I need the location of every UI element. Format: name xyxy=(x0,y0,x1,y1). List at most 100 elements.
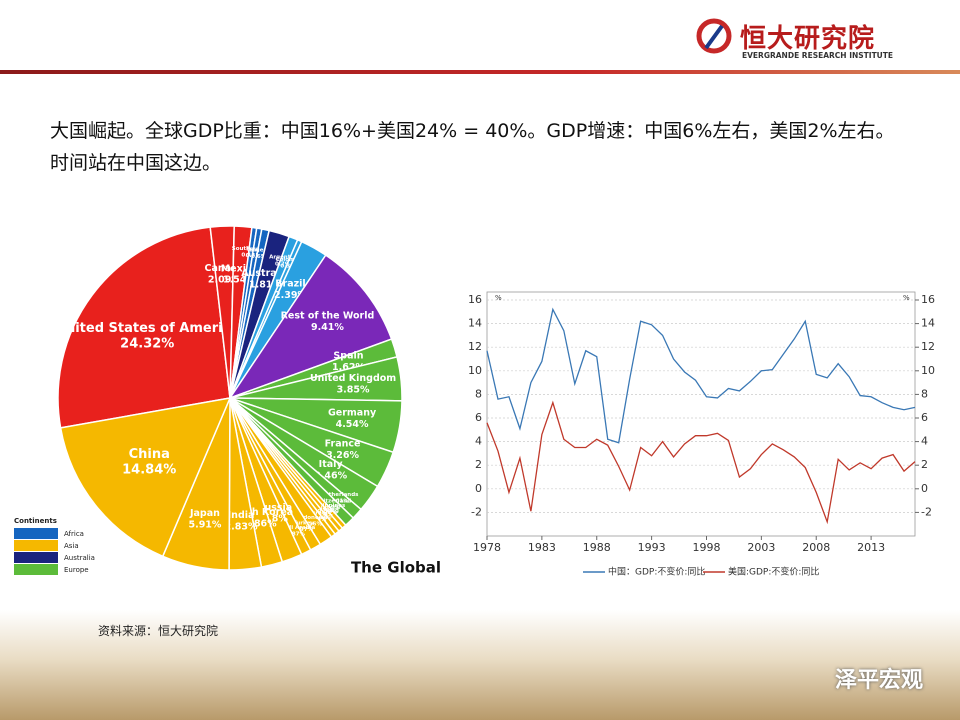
header-rule xyxy=(0,70,960,74)
cell-label: Philippines xyxy=(311,503,346,509)
cell xyxy=(59,397,232,558)
y-tick-label: 14 xyxy=(468,317,482,330)
cell-value-label: 0.79% xyxy=(275,261,295,267)
cell-value-label: 1.86% xyxy=(244,518,277,529)
cell-label: Netherlands xyxy=(320,492,359,498)
header-subtitle: EVERGRANDE RESEARCH INSTITUTE xyxy=(742,51,894,60)
cell-value-label: 2.46% xyxy=(314,470,347,481)
legend-title: Continents xyxy=(14,517,57,525)
header-title: 恒大研究院 xyxy=(740,24,876,54)
legend-swatch xyxy=(14,528,58,539)
y-tick-label: 8 xyxy=(475,387,482,400)
legend-label: Australia xyxy=(64,554,95,562)
y-tick-label: 10 xyxy=(468,364,482,377)
body-text: 大国崛起。全球GDP比重：中国16%+美国24% = 40%。GDP增速：中国6… xyxy=(50,120,895,174)
cell-value-label: 3.26% xyxy=(326,450,359,461)
cell xyxy=(57,226,231,429)
y2-tick-label: 2 xyxy=(921,458,928,471)
cell-label: Spain xyxy=(333,351,363,362)
x-tick-label: 1978 xyxy=(473,541,501,554)
cell-label: Hong Kong xyxy=(305,508,339,514)
y-tick-label: 6 xyxy=(475,411,482,424)
y2-tick-label: 4 xyxy=(921,435,928,448)
logo xyxy=(696,18,732,54)
cell-value-label: 2.83% xyxy=(225,522,258,533)
legend-label: Africa xyxy=(64,530,84,538)
cell-value-label: 1.62% xyxy=(332,362,365,373)
watermark: 泽平宏观 xyxy=(835,668,924,693)
y2-tick-label: 0 xyxy=(921,482,928,495)
y2-tick-label: 8 xyxy=(921,387,928,400)
y-tick-label: 2 xyxy=(475,458,482,471)
cell-value-label: 24.32% xyxy=(120,337,174,352)
y-unit: % xyxy=(495,294,502,302)
cell-label: Turkey xyxy=(293,521,314,527)
cell-label: Argentina xyxy=(269,255,300,261)
cell-value-label: 14.84% xyxy=(122,463,176,478)
legend-label: 美国:GDP:不变价:同比 xyxy=(728,566,819,578)
cell-value-label: 1.01% xyxy=(330,498,350,504)
legend-label: 中国：GDP:不变价:同比 xyxy=(608,566,705,578)
cell-label: Germany xyxy=(328,408,377,419)
y-tick-label: 16 xyxy=(468,293,482,306)
cell-label: Colombia xyxy=(276,257,305,263)
cell-label: Mexico xyxy=(221,263,259,274)
cell-label: Rest of the World xyxy=(281,310,375,321)
cell-label: Australia xyxy=(241,268,289,279)
cell-value-label: 1.8% xyxy=(261,514,288,525)
cell-label: Italy xyxy=(319,459,344,470)
cell-label: United States of America xyxy=(55,321,239,336)
x-tick-label: 1988 xyxy=(583,541,611,554)
y2-unit: % xyxy=(903,294,910,302)
y-tick-label: 12 xyxy=(468,340,482,353)
cell-value-label: 0.42% xyxy=(241,252,261,258)
cell-label: Brazil xyxy=(275,279,305,290)
x-tick-label: 1983 xyxy=(528,541,556,554)
cell-value-label: 0.65% xyxy=(251,254,271,260)
cell-value-label: 1.16% xyxy=(303,522,323,528)
cell-value-label: 5.91% xyxy=(188,519,221,530)
cell-label: China xyxy=(129,447,170,462)
source-note: 资料来源：恒大研究院 xyxy=(98,624,219,638)
y2-tick-label: 10 xyxy=(921,364,935,377)
cell-value-label: 3.85% xyxy=(337,384,370,395)
cell-label: Nigeria xyxy=(249,247,272,253)
cell-label: South Korea xyxy=(227,507,293,518)
cell-label: Indonesia xyxy=(297,515,327,521)
x-tick-label: 1993 xyxy=(638,541,666,554)
cell-value-label: 9.41% xyxy=(311,322,344,333)
cell-label: South Africa xyxy=(232,246,271,252)
cell-value-label: 0.9% xyxy=(325,505,341,511)
y-tick-label: -2 xyxy=(471,505,482,518)
cell-label: United Kingdom xyxy=(310,373,396,384)
cell-value-label: 1.54% xyxy=(223,275,256,286)
cell-value-label: 4.54% xyxy=(336,419,369,430)
y2-tick-label: 6 xyxy=(921,411,928,424)
y2-tick-label: 16 xyxy=(921,293,935,306)
cell-label: Israel xyxy=(310,511,327,517)
cell-label: Saudi Arabia xyxy=(276,525,316,531)
footer-scenery xyxy=(0,610,960,720)
y2-tick-label: -2 xyxy=(921,505,932,518)
cell-label: Switzerland xyxy=(314,499,351,505)
line-series xyxy=(486,307,916,444)
x-tick-label: 2008 xyxy=(802,541,830,554)
chart-title: The Global xyxy=(351,559,441,577)
x-tick-label: 2003 xyxy=(747,541,775,554)
cell-value-label: 0.45% xyxy=(246,253,266,259)
cell-value-label: 2.39% xyxy=(274,290,307,301)
cell-label: Japan xyxy=(189,508,220,519)
cell-value-label: 0.97% xyxy=(294,527,314,533)
y-tick-label: 0 xyxy=(475,482,482,495)
plot-frame xyxy=(486,291,916,537)
legend-label: Asia xyxy=(64,542,79,550)
x-tick-label: 1998 xyxy=(692,541,720,554)
y-tick-label: 4 xyxy=(475,435,482,448)
legend-swatch xyxy=(14,564,58,575)
cell-label: France xyxy=(325,438,361,449)
legend-swatch xyxy=(14,552,58,563)
y2-tick-label: 12 xyxy=(921,340,935,353)
x-tick-label: 2013 xyxy=(857,541,885,554)
